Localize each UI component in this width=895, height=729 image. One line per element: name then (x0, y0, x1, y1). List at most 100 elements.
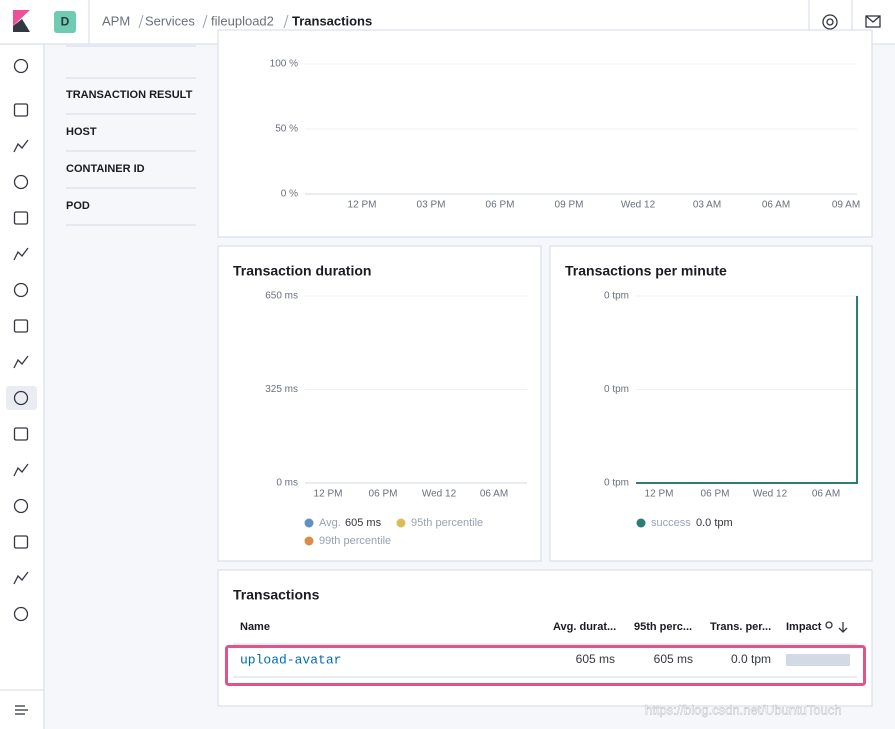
highlight-box (225, 645, 866, 686)
x-tick-label: 06 AM (762, 200, 790, 211)
nav-icon[interactable] (13, 463, 29, 477)
mail-icon[interactable] (865, 15, 881, 28)
icon-shape (13, 247, 29, 261)
nav-selected (6, 386, 37, 410)
nav-icon[interactable] (13, 319, 29, 333)
panel-title: Transactions per minute (565, 263, 727, 279)
x-tick-label: 12 PM (348, 200, 377, 211)
nav-icon[interactable] (13, 139, 29, 153)
icon-shape (13, 571, 29, 585)
x-tick-label: 06 PM (486, 200, 515, 211)
x-tick-label: Wed 12 (422, 489, 457, 500)
icon-shape (13, 211, 29, 225)
cell: 605 ms (654, 652, 693, 666)
breadcrumb-sep (138, 14, 144, 29)
breadcrumb-sep (202, 14, 208, 29)
legend-label[interactable]: Avg. (319, 517, 341, 529)
breadcrumb[interactable]: fileupload2 (211, 13, 274, 28)
legend-value: 605 ms (345, 517, 382, 529)
icon-shape (13, 103, 29, 117)
column-header[interactable]: Trans. per... (710, 621, 771, 633)
transaction-link[interactable]: upload-avatar (240, 652, 341, 667)
column-header[interactable]: Impact (786, 621, 822, 633)
nav-icon[interactable] (13, 355, 29, 369)
nav-icon[interactable] (13, 606, 29, 622)
impact-bar (786, 654, 850, 666)
nav-icon[interactable] (13, 498, 29, 514)
breadcrumb[interactable]: Services (145, 13, 195, 28)
kibana-logo[interactable] (13, 10, 30, 32)
watermark: https://blog.csdn.net/UbuntuTouch (645, 702, 842, 717)
cell: 605 ms (576, 652, 615, 666)
icon-shape (13, 463, 29, 477)
x-tick-label: 06 PM (369, 489, 398, 500)
legend-dot (636, 518, 646, 528)
x-tick-label: 03 PM (417, 200, 446, 211)
y-tick-label: 0 tpm (604, 478, 629, 489)
nav-icon[interactable] (13, 282, 29, 298)
nav-icon[interactable] (13, 247, 29, 261)
breadcrumb-current: Transactions (292, 13, 372, 28)
legend-dot (304, 536, 314, 546)
x-tick-label: 06 AM (480, 489, 508, 500)
x-tick-label: 06 PM (701, 489, 730, 500)
icon-shape (13, 606, 29, 622)
nav-icon[interactable] (13, 535, 29, 549)
icon-shape (13, 139, 29, 153)
nav-icon[interactable] (13, 390, 29, 406)
legend-value: 0.0 tpm (696, 517, 733, 529)
x-tick-label: 06 AM (812, 489, 840, 500)
legend-label[interactable]: success (651, 517, 691, 529)
panel (549, 245, 873, 562)
x-tick-label: 12 PM (314, 489, 343, 500)
icon-shape (13, 282, 29, 298)
breadcrumb[interactable]: APM (102, 13, 130, 28)
panel (217, 245, 542, 562)
table-title: Transactions (233, 587, 320, 603)
icon-shape (13, 535, 29, 549)
nav-icon[interactable] (13, 211, 29, 225)
avatar-letter: D (61, 15, 70, 29)
y-tick-label: 100 % (270, 59, 298, 70)
column-header[interactable]: Name (240, 621, 270, 633)
filter-title[interactable]: HOST (66, 126, 97, 138)
nav-icon[interactable] (13, 103, 29, 117)
column-header[interactable]: Avg. durat... (553, 621, 616, 633)
space-avatar[interactable] (54, 11, 76, 33)
y-tick-label: 650 ms (265, 291, 298, 302)
sort-icon[interactable] (838, 622, 848, 633)
nav-icon[interactable] (13, 571, 29, 585)
filter-title[interactable]: TRANSACTION RESULT (66, 89, 193, 101)
info-icon[interactable] (825, 621, 833, 629)
nav-icon[interactable] (13, 58, 29, 74)
filter-title[interactable]: POD (66, 200, 90, 212)
icon-shape (13, 355, 29, 369)
icon-shape (13, 427, 29, 441)
legend-label[interactable]: 99th percentile (319, 535, 391, 547)
icon-shape (13, 58, 29, 74)
x-tick-label: 09 PM (555, 200, 584, 211)
help-icon[interactable] (822, 14, 838, 30)
y-tick-label: 0 tpm (604, 291, 629, 302)
x-tick-label: 09 AM (832, 200, 860, 211)
nav-icon[interactable] (13, 174, 29, 190)
breadcrumb-sep (283, 14, 289, 29)
column-header[interactable]: 95th perc... (634, 621, 692, 633)
panel-title: Transaction duration (233, 263, 371, 279)
nav-icon[interactable] (13, 427, 29, 441)
filter-title[interactable]: CONTAINER ID (66, 163, 145, 175)
x-tick-label: 12 PM (645, 489, 674, 500)
x-tick-label: Wed 12 (621, 200, 656, 211)
x-tick-label: 03 AM (693, 200, 721, 211)
icon-shape (13, 174, 29, 190)
legend-dot (396, 518, 406, 528)
y-tick-label: 0 ms (276, 478, 298, 489)
success-line (636, 296, 858, 484)
nav-collapse[interactable] (15, 705, 28, 715)
y-tick-label: 50 % (275, 124, 298, 135)
y-tick-label: 325 ms (265, 384, 298, 395)
icon-shape (13, 390, 29, 406)
cell: 0.0 tpm (731, 652, 771, 666)
legend-label[interactable]: 95th percentile (411, 517, 483, 529)
